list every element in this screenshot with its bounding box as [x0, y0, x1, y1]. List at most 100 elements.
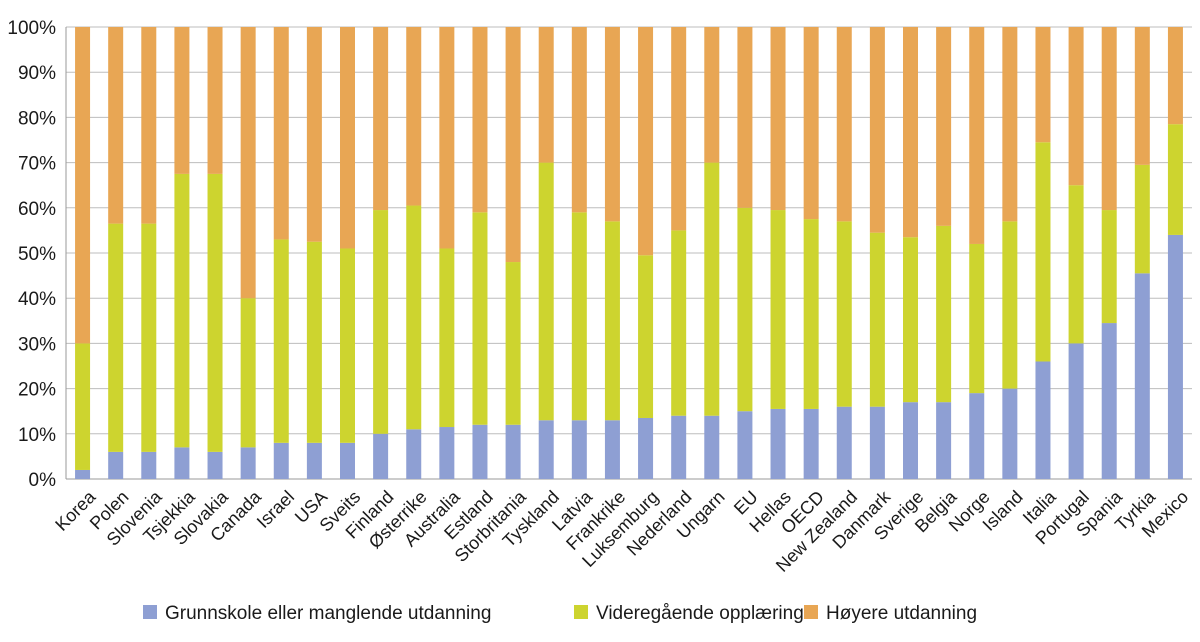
bar-segment-3 — [1101, 27, 1117, 211]
bar-segment-2 — [273, 239, 289, 443]
bar-segment-2 — [704, 162, 720, 416]
bar-segment-3 — [340, 27, 355, 249]
y-tick-label: 0% — [29, 470, 57, 491]
bar-segment-2 — [340, 248, 355, 443]
bar-segment-3 — [737, 27, 753, 208]
bar-segment-2 — [306, 241, 322, 443]
bar-segment-3 — [671, 27, 687, 231]
bar-segment-1 — [704, 415, 720, 479]
bar-segment-2 — [439, 248, 455, 428]
bar-segment-2 — [373, 210, 389, 434]
bar-segment-2 — [903, 237, 918, 403]
bar-segment-3 — [108, 27, 124, 224]
legend-label: Grunnskole eller manglende utdanning — [165, 603, 491, 624]
bar-segment-3 — [141, 27, 157, 224]
bar-segment-2 — [207, 173, 223, 452]
bar-segment-3 — [207, 27, 223, 174]
bar-segment-2 — [1068, 185, 1084, 344]
bar-segment-2 — [869, 232, 885, 407]
bar-segment-2 — [770, 210, 786, 409]
bar-segment-2 — [240, 298, 256, 448]
bar-segment-1 — [1101, 323, 1117, 479]
bar-segment-1 — [240, 447, 256, 479]
bar-segment-3 — [472, 27, 488, 213]
y-tick-label: 30% — [18, 334, 56, 355]
y-tick-label: 10% — [18, 425, 56, 446]
bar-segment-3 — [439, 27, 455, 249]
bar-segment-3 — [1035, 27, 1051, 143]
bar-segment-3 — [306, 27, 322, 242]
bar-segment-1 — [273, 442, 289, 479]
legend-label: Videregående opplæring — [596, 603, 804, 624]
bar-segment-1 — [604, 420, 620, 479]
bar-segment-1 — [207, 451, 223, 479]
bar-segment-1 — [1068, 343, 1084, 479]
bar-segment-2 — [174, 173, 190, 448]
bar-segment-1 — [340, 442, 355, 479]
bar-segment-3 — [1002, 27, 1018, 222]
legend-label: Høyere utdanning — [826, 603, 977, 624]
bar-segment-2 — [1035, 142, 1051, 362]
bar-segment-1 — [306, 442, 322, 479]
bar-segment-3 — [770, 27, 786, 211]
bars — [75, 27, 1183, 479]
bar-segment-3 — [273, 27, 289, 240]
bar-segment-3 — [638, 27, 654, 256]
x-axis: KoreaPolenSloveniaTsjekkiaSlovakiaCanada… — [51, 486, 1192, 576]
bar-segment-3 — [803, 27, 819, 220]
y-tick-label: 80% — [18, 108, 56, 129]
bar-segment-2 — [836, 221, 852, 407]
bar-segment-2 — [505, 262, 521, 425]
bar-segment-2 — [638, 255, 654, 418]
bar-segment-3 — [538, 27, 554, 163]
bar-segment-2 — [571, 212, 587, 421]
bar-segment-3 — [836, 27, 852, 222]
bar-segment-2 — [936, 225, 952, 403]
bar-segment-1 — [869, 406, 885, 479]
bar-segment-1 — [1167, 234, 1183, 479]
bar-segment-1 — [505, 424, 521, 479]
bar-segment-2 — [108, 223, 124, 452]
bar-segment-2 — [969, 243, 985, 394]
y-tick-label: 50% — [18, 244, 56, 265]
y-tick-label: 20% — [18, 380, 56, 401]
bar-segment-2 — [604, 221, 620, 421]
bar-segment-3 — [571, 27, 587, 213]
bar-segment-3 — [406, 27, 422, 206]
gridlines — [66, 26, 1192, 480]
bar-segment-1 — [803, 408, 819, 479]
bar-segment-2 — [1134, 164, 1150, 274]
bar-segment-2 — [1002, 221, 1018, 389]
y-tick-label: 40% — [18, 289, 56, 310]
bar-segment-1 — [969, 393, 985, 479]
bar-segment-3 — [174, 27, 190, 174]
bar-segment-3 — [604, 27, 620, 222]
bar-segment-1 — [1002, 388, 1018, 479]
bar-segment-1 — [737, 411, 753, 479]
bar-segment-3 — [75, 27, 91, 344]
x-category-label: Israel — [253, 487, 298, 532]
bar-segment-1 — [770, 408, 786, 479]
bar-segment-1 — [836, 406, 852, 479]
legend-swatch — [804, 605, 818, 619]
bar-segment-2 — [472, 212, 488, 425]
bar-segment-3 — [869, 27, 885, 233]
legend: Grunnskole eller manglende utdanning Vide… — [143, 603, 977, 624]
bar-segment-1 — [108, 451, 124, 479]
bar-segment-2 — [406, 205, 422, 430]
bar-segment-3 — [1068, 27, 1084, 186]
bar-segment-1 — [903, 402, 918, 479]
bar-segment-3 — [505, 27, 521, 263]
bar-segment-1 — [472, 424, 488, 479]
bar-segment-3 — [373, 27, 389, 211]
bar-segment-1 — [671, 415, 687, 479]
legend-swatch — [143, 605, 157, 619]
y-tick-label: 70% — [18, 154, 56, 175]
bar-segment-2 — [141, 223, 157, 452]
y-tick-label: 60% — [18, 199, 56, 220]
bar-segment-1 — [936, 402, 952, 479]
bar-segment-3 — [1167, 27, 1183, 125]
bar-segment-3 — [704, 27, 720, 163]
legend-swatch — [574, 605, 588, 619]
bar-segment-1 — [174, 447, 190, 479]
